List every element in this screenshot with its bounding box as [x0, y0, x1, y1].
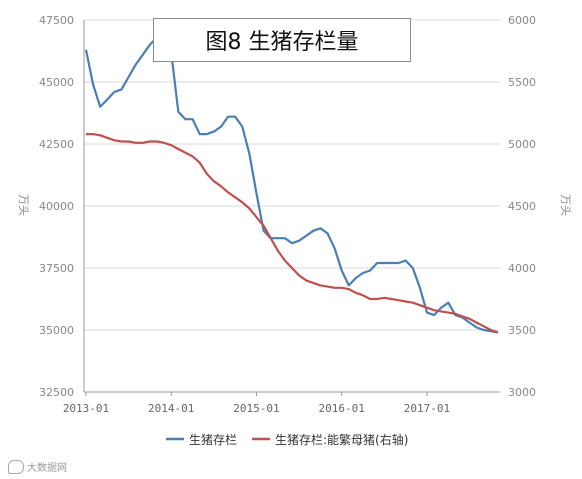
- chart-title: 图8 生猪存栏量: [153, 18, 411, 62]
- series-lines: [84, 20, 499, 334]
- left-tick-label: 32500: [39, 386, 74, 399]
- x-axis-ticks: 2013-01 2014-01 2015-01 2016-01 2017-01: [63, 392, 450, 415]
- right-tick-label: 4000: [508, 262, 536, 275]
- series-line-2: [86, 133, 499, 334]
- legend: 生猪存栏 生猪存栏:能繁母猪(右轴): [166, 432, 408, 447]
- left-tick-label: 35000: [39, 324, 74, 337]
- left-axis-label: 万头: [17, 194, 30, 216]
- x-tick-label: 2013-01: [63, 402, 109, 415]
- x-tick-label: 2017-01: [404, 402, 450, 415]
- right-axis-label: 万头: [559, 194, 572, 216]
- right-tick-label: 5500: [508, 76, 536, 89]
- left-axis-ticks: 32500 35000 37500 40000 42500 45000 47500: [39, 14, 74, 399]
- right-tick-label: 5000: [508, 138, 536, 151]
- right-tick-label: 3500: [508, 324, 536, 337]
- watermark-logo-icon: [8, 459, 24, 474]
- left-tick-label: 47500: [39, 14, 74, 27]
- watermark-text: 大数据网: [27, 463, 67, 474]
- x-tick-label: 2016-01: [319, 402, 365, 415]
- watermark: 大数据网: [8, 459, 67, 474]
- right-tick-label: 4500: [508, 200, 536, 213]
- left-tick-label: 45000: [39, 76, 74, 89]
- legend-label: 生猪存栏: [189, 432, 237, 447]
- left-tick-label: 42500: [39, 138, 74, 151]
- x-tick-label: 2014-01: [148, 402, 194, 415]
- axes: [83, 20, 500, 393]
- left-tick-label: 37500: [39, 262, 74, 275]
- right-tick-label: 3000: [508, 386, 536, 399]
- left-tick-label: 40000: [39, 200, 74, 213]
- series-line-1: [84, 20, 499, 334]
- gridlines: [84, 19, 500, 393]
- x-tick-label: 2015-01: [233, 402, 279, 415]
- right-axis-ticks: 3000 3500 4000 4500 5000 5500 6000: [508, 14, 536, 399]
- legend-label: 生猪存栏:能繁母猪(右轴): [275, 432, 408, 447]
- right-tick-label: 6000: [508, 14, 536, 27]
